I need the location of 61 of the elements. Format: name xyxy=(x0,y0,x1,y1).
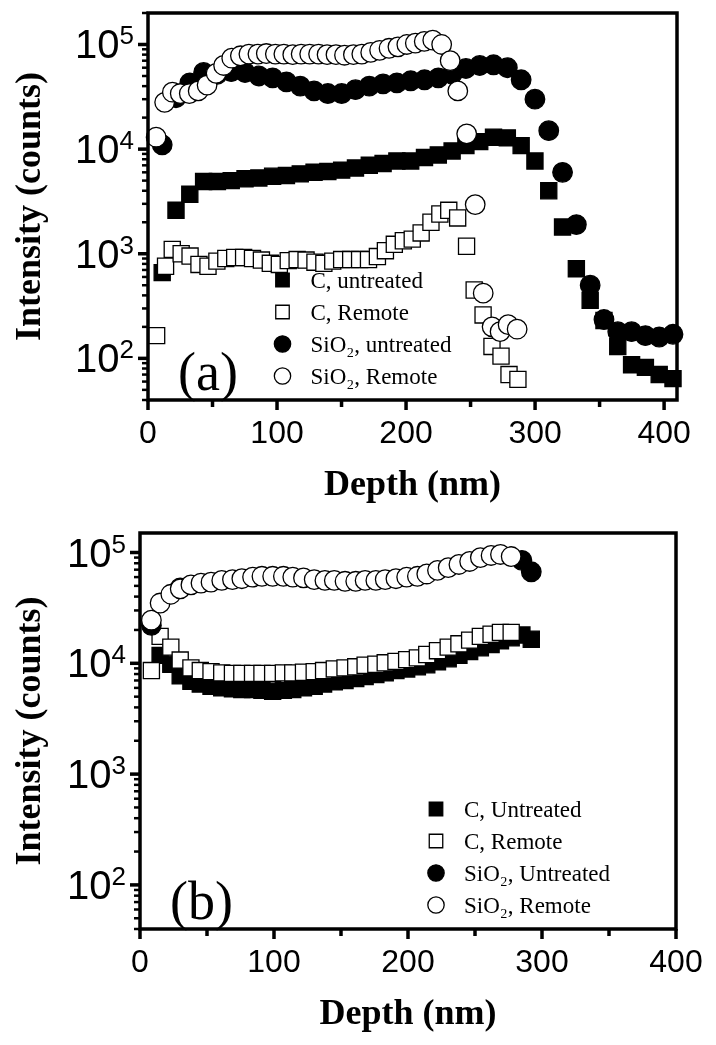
y-tick-label: 10$^{5}$ xyxy=(75,20,134,67)
legend-label: SiO₂, untreated xyxy=(310,332,452,357)
y-axis-title: Intensity (counts) xyxy=(8,596,48,866)
point xyxy=(522,630,540,648)
x-tick-label: 300 xyxy=(515,943,569,979)
point xyxy=(457,237,476,255)
x-tick-label: 400 xyxy=(637,414,691,450)
x-tick-label: 0 xyxy=(131,943,149,979)
y-tick-label: 10$^{4}$ xyxy=(67,639,126,686)
point xyxy=(538,120,560,142)
legend-label: C, Remote xyxy=(310,300,409,325)
x-axis-title: Depth (nm) xyxy=(319,992,497,1032)
y-tick-label: 10$^{3}$ xyxy=(75,229,134,276)
point xyxy=(502,623,520,642)
point xyxy=(142,661,161,680)
point xyxy=(579,274,601,296)
y-tick-label: 10$^{2}$ xyxy=(75,334,134,381)
point xyxy=(431,34,453,55)
y-tick-label: 10$^{4}$ xyxy=(75,124,134,172)
point xyxy=(140,609,162,631)
y-tick-label: 10$^{3}$ xyxy=(67,749,126,797)
y-tick-label: 10$^{2}$ xyxy=(67,860,126,907)
point xyxy=(510,69,532,91)
point xyxy=(167,201,185,220)
point xyxy=(506,318,528,340)
point xyxy=(512,136,530,155)
x-tick-label: 0 xyxy=(139,414,157,450)
legend-label: SiO₂, Remote xyxy=(310,364,438,389)
point xyxy=(439,50,461,72)
point xyxy=(472,282,494,304)
point xyxy=(448,209,467,227)
point xyxy=(520,561,542,583)
x-tick-label: 300 xyxy=(508,414,562,450)
point xyxy=(526,152,544,170)
legend-label: SiO₂, Untreated xyxy=(464,861,611,886)
annotation: (a) xyxy=(178,342,238,402)
legend-label: SiO₂, Remote xyxy=(464,893,591,918)
point xyxy=(456,123,478,145)
x-tick-label: 200 xyxy=(379,414,433,450)
legend-label: C, Remote xyxy=(464,829,563,854)
point xyxy=(500,546,522,567)
x-axis-title: Depth (nm) xyxy=(324,463,501,503)
x-tick-label: 100 xyxy=(247,943,301,979)
point xyxy=(181,185,199,204)
point xyxy=(567,259,586,278)
point xyxy=(156,257,175,275)
point xyxy=(565,214,587,235)
x-tick-label: 200 xyxy=(381,943,435,979)
legend-label: C, Untreated xyxy=(464,797,583,822)
annotation: (b) xyxy=(170,871,233,931)
point xyxy=(524,88,546,110)
x-tick-label: 400 xyxy=(649,943,703,979)
x-tick-label: 100 xyxy=(250,414,304,450)
point xyxy=(492,347,510,365)
legend-label: C, untreated xyxy=(310,268,424,293)
point xyxy=(496,57,518,79)
point xyxy=(509,370,527,389)
point xyxy=(552,161,573,183)
y-tick-label: 10$^{5}$ xyxy=(67,528,126,575)
y-axis-title: Intensity (counts) xyxy=(8,71,48,342)
point xyxy=(540,182,558,200)
